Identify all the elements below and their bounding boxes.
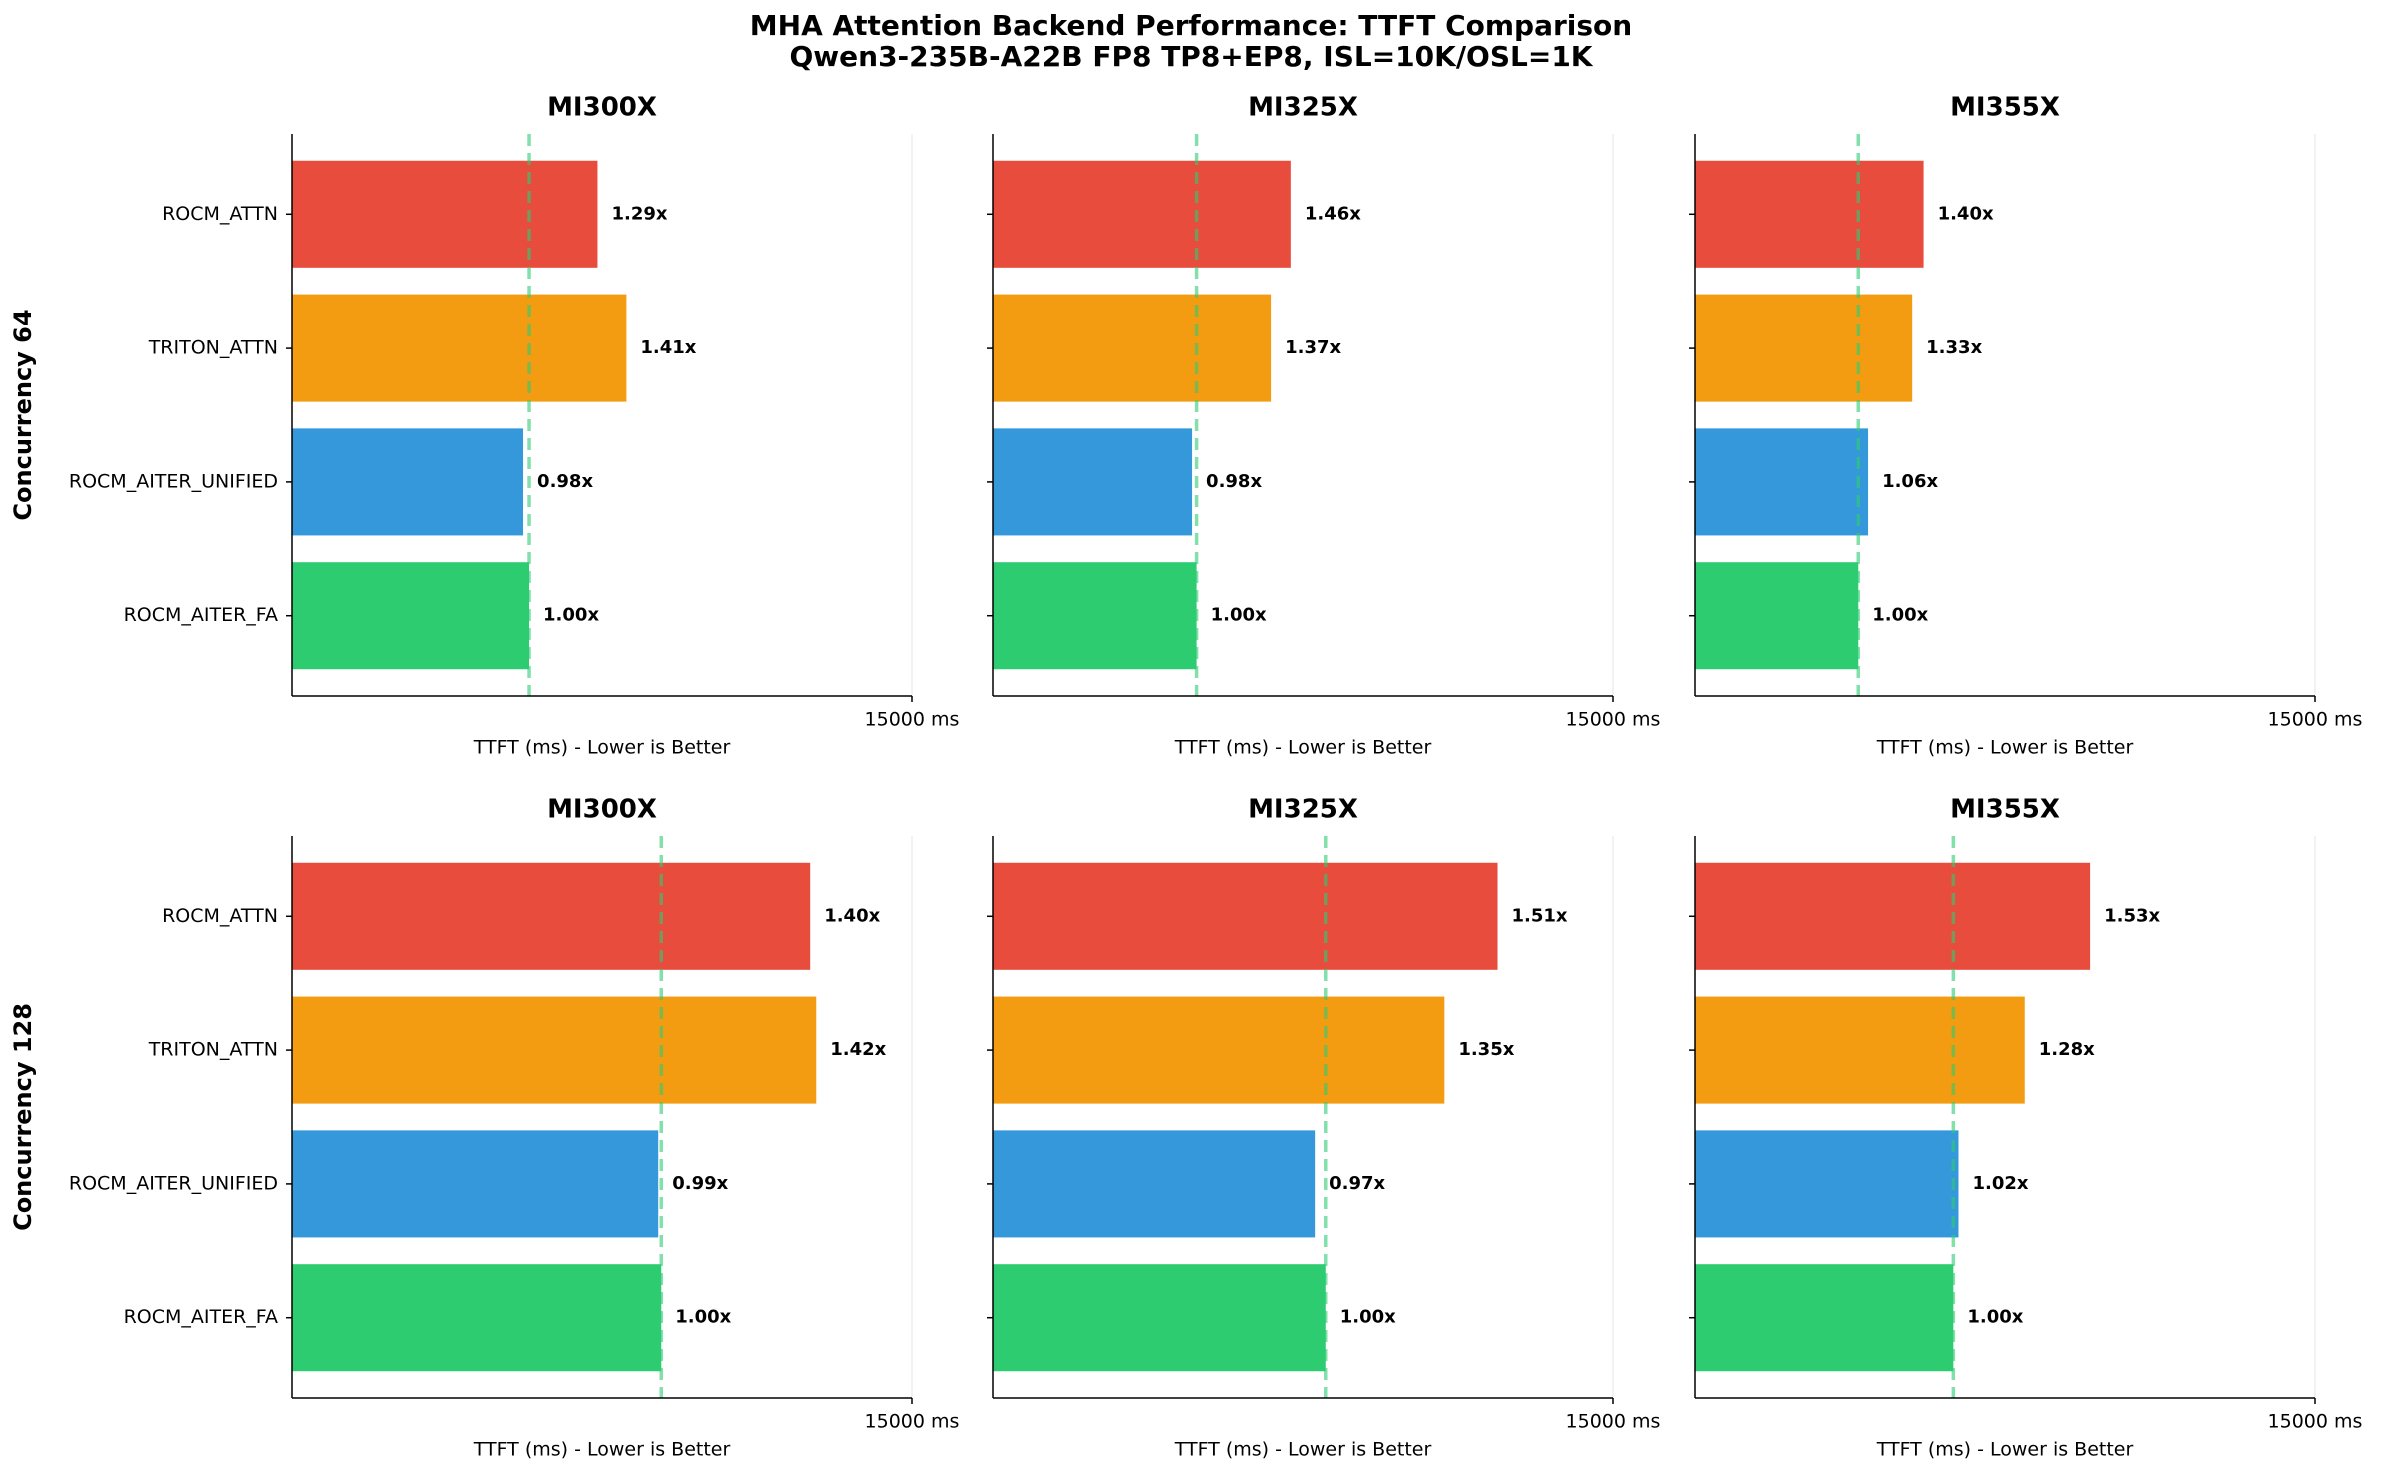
value-label: 1.00x xyxy=(1340,1307,1396,1328)
value-label: 1.33x xyxy=(1926,337,1982,358)
bar xyxy=(292,294,627,402)
y-tick-label: TRITON_ATTN xyxy=(148,337,278,359)
x-tick-label: 15000 ms xyxy=(1566,1411,1661,1433)
figure-subtitle: Qwen3-235B-A22B FP8 TP8+EP8, ISL=10K/OSL… xyxy=(789,40,1593,73)
bar xyxy=(1695,294,1913,402)
bar xyxy=(993,1264,1326,1372)
subplot-title: MI300X xyxy=(547,93,657,123)
bar xyxy=(292,562,530,670)
x-axis-label: TTFT (ms) - Lower is Better xyxy=(473,1439,731,1461)
y-tick-label: ROCM_ATTN xyxy=(162,203,278,225)
x-axis-label: TTFT (ms) - Lower is Better xyxy=(473,737,731,759)
value-label: 0.98x xyxy=(1206,471,1262,492)
x-tick-label: 15000 ms xyxy=(865,1411,960,1433)
y-tick-label: ROCM_ATTN xyxy=(162,905,278,927)
bar xyxy=(1695,428,1869,536)
value-label: 1.00x xyxy=(1872,605,1928,626)
value-label: 1.40x xyxy=(1938,203,1994,224)
row-label: Concurrency 128 xyxy=(9,1003,37,1231)
value-label: 1.35x xyxy=(1458,1039,1514,1060)
subplot-title: MI325X xyxy=(1248,93,1358,123)
value-label: 1.37x xyxy=(1285,337,1341,358)
bar xyxy=(292,428,524,536)
x-axis-label: TTFT (ms) - Lower is Better xyxy=(1876,737,2134,759)
bar xyxy=(993,562,1197,670)
x-tick-label: 15000 ms xyxy=(2268,1411,2363,1433)
value-label: 1.40x xyxy=(824,905,880,926)
bar xyxy=(993,862,1498,970)
value-label: 1.29x xyxy=(611,203,667,224)
x-tick-label: 15000 ms xyxy=(1566,709,1661,731)
value-label: 1.42x xyxy=(830,1039,886,1060)
value-label: 0.99x xyxy=(672,1173,728,1194)
bar xyxy=(292,1264,662,1372)
y-tick-label: ROCM_AITER_FA xyxy=(124,1306,278,1328)
value-label: 1.00x xyxy=(1967,1307,2023,1328)
value-label: 1.02x xyxy=(1973,1173,2029,1194)
subplot-title: MI355X xyxy=(1950,795,2060,825)
bar xyxy=(1695,1130,1959,1238)
bar xyxy=(993,160,1291,268)
x-tick-label: 15000 ms xyxy=(2268,709,2363,731)
value-label: 1.46x xyxy=(1305,203,1361,224)
bar xyxy=(993,428,1193,536)
bar xyxy=(993,996,1445,1104)
value-label: 1.06x xyxy=(1882,471,1938,492)
bar xyxy=(292,160,598,268)
bar xyxy=(1695,996,2025,1104)
bar xyxy=(1695,862,2091,970)
value-label: 1.00x xyxy=(543,605,599,626)
x-tick-label: 15000 ms xyxy=(865,709,960,731)
value-label: 0.97x xyxy=(1329,1173,1385,1194)
value-label: 1.51x xyxy=(1512,905,1568,926)
x-axis-label: TTFT (ms) - Lower is Better xyxy=(1876,1439,2134,1461)
y-tick-label: TRITON_ATTN xyxy=(148,1039,278,1061)
x-axis-label: TTFT (ms) - Lower is Better xyxy=(1174,737,1432,759)
subplot-title: MI300X xyxy=(547,795,657,825)
y-tick-label: ROCM_AITER_UNIFIED xyxy=(69,470,278,492)
row-label: Concurrency 64 xyxy=(9,309,37,520)
bar xyxy=(1695,562,1859,670)
value-label: 1.28x xyxy=(2039,1039,2095,1060)
value-label: 1.00x xyxy=(675,1307,731,1328)
value-label: 1.53x xyxy=(2104,905,2160,926)
bar xyxy=(993,1130,1316,1238)
x-axis-label: TTFT (ms) - Lower is Better xyxy=(1174,1439,1432,1461)
value-label: 0.98x xyxy=(537,471,593,492)
y-tick-label: ROCM_AITER_FA xyxy=(124,604,278,626)
subplot-title: MI355X xyxy=(1950,93,2060,123)
bar xyxy=(993,294,1272,402)
subplot-title: MI325X xyxy=(1248,795,1358,825)
bar xyxy=(292,1130,659,1238)
value-label: 1.41x xyxy=(640,337,696,358)
y-tick-label: ROCM_AITER_UNIFIED xyxy=(69,1172,278,1194)
bar xyxy=(1695,1264,1954,1372)
figure-title: MHA Attention Backend Performance: TTFT … xyxy=(750,9,1632,42)
value-label: 1.00x xyxy=(1211,605,1267,626)
bar xyxy=(292,862,811,970)
bar xyxy=(292,996,817,1104)
bar xyxy=(1695,160,1924,268)
